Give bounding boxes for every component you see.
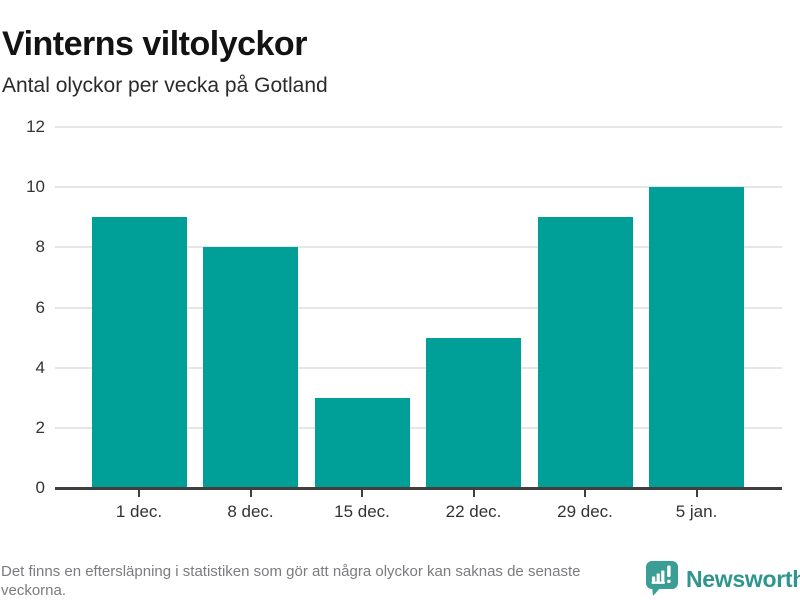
chart-subtitle: Antal olyckor per vecka på Gotland <box>2 74 328 97</box>
footer-note: Det finns en eftersläpning i statistiken… <box>1 563 581 599</box>
y-tick-label: 10 <box>26 177 45 197</box>
bar-5 jan. <box>649 187 744 488</box>
x-tick-label: 22 dec. <box>445 502 502 521</box>
y-tick-label: 6 <box>35 297 45 317</box>
page-title: Vinterns viltolyckor <box>2 24 307 63</box>
y-tick-label: 8 <box>35 237 45 257</box>
gridline <box>55 186 782 189</box>
newsworthy-logo-icon <box>646 561 678 596</box>
gridline <box>55 366 782 369</box>
x-tick-label: 29 dec. <box>557 502 613 521</box>
x-tick-label: 15 dec. <box>334 502 390 521</box>
y-tick-label: 12 <box>26 117 45 136</box>
bar-22 dec. <box>426 337 521 488</box>
x-tick-label: 8 dec. <box>227 502 274 521</box>
gridline <box>55 246 782 249</box>
gridline <box>55 426 782 429</box>
bar-chart-plot-area: 1 dec. 8 dec. 15 dec. 22 dec. 29 dec. 5 jan. <box>55 126 782 521</box>
gridline <box>55 306 782 309</box>
x-tick <box>472 489 475 497</box>
y-axis: 0 2 4 6 8 10 12 <box>0 117 45 497</box>
bar-29 dec. <box>537 217 633 488</box>
x-tick-label: 1 dec. <box>115 502 163 521</box>
x-tick <box>695 489 698 497</box>
gridline <box>55 126 782 128</box>
bar-15 dec. <box>314 397 410 488</box>
x-tick <box>361 489 363 497</box>
x-tick <box>249 489 252 497</box>
bar-8 dec. <box>203 247 298 488</box>
bar-1 dec. <box>91 217 187 488</box>
newsworthy-logo: Newsworthy <box>646 561 800 597</box>
newsworthy-wordmark: Newsworthy <box>686 565 800 592</box>
y-tick-label: 0 <box>35 478 45 497</box>
x-axis-line <box>55 487 782 490</box>
x-tick-label: 5 jan. <box>675 502 718 521</box>
y-tick-label: 2 <box>35 417 45 437</box>
x-tick <box>584 489 586 497</box>
y-tick-label: 4 <box>35 357 45 377</box>
x-tick <box>138 489 140 497</box>
